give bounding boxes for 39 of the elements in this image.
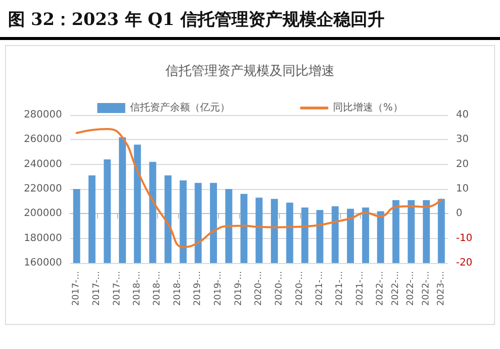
x-tick-label: 2020-... — [294, 271, 305, 306]
x-tick-label: 2020-... — [274, 271, 284, 306]
x-tick-label: 2022-... — [376, 271, 386, 306]
chart-subtitle: 信托管理资产规模及同比增速 — [166, 64, 334, 79]
x-tick-label: 2022-... — [390, 271, 401, 306]
y2-tick-label: 10 — [456, 184, 469, 194]
y-tick-label: 220000 — [24, 184, 62, 194]
y-tick-label: 200000 — [24, 208, 62, 220]
x-tick-label: 2017-... — [92, 271, 102, 306]
x-tick-label: 2020-... — [254, 271, 264, 306]
x-tick-label: 2021-... — [314, 271, 325, 306]
y2-tick-label: 20 — [456, 158, 469, 170]
y2-tick-label: 0 — [456, 208, 462, 220]
x-tick-label: 2018-... — [173, 271, 184, 306]
x-tick-label: 2021-... — [335, 271, 346, 306]
y-tick-label: 160000 — [24, 258, 62, 268]
x-tick-label: 2017-... — [72, 271, 82, 306]
x-tick-label: 2021-... — [356, 271, 366, 306]
x-tick-label: 2019-... — [234, 271, 244, 306]
y2-tick-label: 30 — [456, 134, 469, 146]
x-tick-label: 2019-... — [213, 271, 224, 306]
chart-title: 图 32：2023 年 Q1 信托管理资产规模企稳回升 — [8, 9, 384, 31]
y2-tick-label: -10 — [456, 232, 472, 244]
legend-label: 信托资产余额（亿元） — [130, 102, 230, 114]
x-tick-label: 2017-... — [112, 271, 122, 306]
x-tick-label: 2018-... — [152, 271, 163, 306]
y-tick-label: 260000 — [24, 134, 62, 146]
y-tick-label: 280000 — [24, 110, 62, 120]
y2-tick-label: 40 — [456, 110, 469, 120]
y-tick-label: 240000 — [24, 158, 62, 170]
x-tick-label: 2018-... — [132, 271, 142, 306]
x-tick-label: 2022-... — [406, 271, 416, 306]
x-tick-label: 2022-... — [421, 271, 432, 306]
y2-tick-label: -20 — [456, 258, 472, 268]
legend-label: 同比增速（%） — [333, 102, 403, 114]
y-tick-label: 180000 — [24, 232, 62, 244]
x-tick-label: 2023-... — [436, 271, 446, 306]
x-tick-label: 2019-... — [193, 271, 204, 306]
line-series — [76, 128, 442, 248]
